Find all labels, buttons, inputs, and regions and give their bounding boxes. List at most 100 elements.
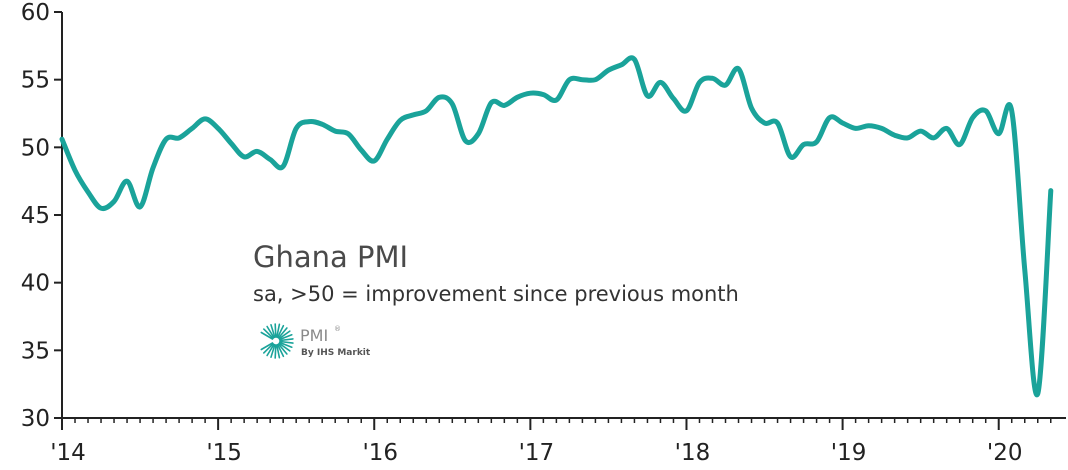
pmi-sunburst-icon [260,323,294,359]
data-point [580,77,585,82]
data-point [437,95,442,100]
data-point [372,158,377,163]
data-point [489,100,494,105]
data-point [970,115,975,120]
data-point [658,80,663,85]
data-point [996,131,1001,136]
data-point [333,129,338,134]
data-point [619,62,624,67]
data-point [216,126,221,131]
data-point [853,126,858,131]
data-point [541,92,546,97]
data-point [281,164,286,169]
data-point [268,157,273,162]
data-point [99,206,104,211]
plot-area [59,55,1054,398]
x-tick-label: '14 [50,440,86,466]
data-point [957,142,962,147]
data-point [307,119,312,124]
data-point [450,102,455,107]
data-point [931,135,936,140]
data-point [762,121,767,126]
data-point [177,135,182,140]
data-point [814,139,819,144]
data-point [632,57,637,62]
data-point [60,137,65,142]
logo-registered: ® [334,325,341,333]
data-point [138,204,143,209]
data-point [905,135,910,140]
chart-title: Ghana PMI [253,240,408,274]
data-point [827,115,832,120]
x-tick-label: '16 [362,440,398,466]
data-point [879,126,884,131]
x-tick-label: '18 [675,440,711,466]
data-point [320,122,325,127]
data-point [736,66,741,71]
y-tick-label: 30 [21,406,50,432]
data-point [983,108,988,113]
series-line [59,55,1054,398]
x-tick-label: '20 [987,440,1023,466]
data-point [86,190,91,195]
data-point [528,91,533,96]
data-point [606,68,611,73]
data-point [398,118,403,123]
y-tick-label: 35 [21,338,50,364]
data-point [918,129,923,134]
data-point [671,96,676,101]
x-tick-label: '15 [206,440,242,466]
data-point [801,142,806,147]
data-point [203,116,208,121]
data-point [463,138,468,143]
data-point [710,76,715,81]
data-point [684,108,689,113]
data-point [502,103,507,108]
x-axis: '14 '15 '16 '17 '18 '19 '20 [50,417,1066,466]
chart-subtitle: sa, >50 = improvement since previous mon… [253,282,739,306]
data-point [359,148,364,153]
data-point [242,154,247,159]
data-point [73,168,78,173]
data-point [164,137,169,142]
y-tick-label: 50 [21,135,50,161]
data-point [554,98,559,103]
data-point [125,179,130,184]
data-point [190,126,195,131]
y-tick-label: 55 [21,68,50,94]
logo-byline: By IHS Markit [301,348,371,358]
data-point [229,141,234,146]
data-point [385,137,390,142]
y-tick-label: 45 [21,203,50,229]
data-point [593,77,598,82]
data-point [775,121,780,126]
data-point [1009,108,1014,113]
data-point [411,112,416,117]
data-point [749,106,754,111]
data-point [1048,188,1053,193]
x-tick-label: '17 [519,440,555,466]
data-point [697,80,702,85]
y-tick-label: 60 [21,0,50,26]
data-point [151,165,156,170]
logo-text: PMI [300,326,328,345]
data-point [294,126,299,131]
data-point [788,154,793,159]
data-point [476,131,481,136]
data-point [567,77,572,82]
data-point [723,83,728,88]
pmi-logo: PMI ® By IHS Markit [260,323,371,359]
x-tick-label: '19 [831,440,867,466]
data-point [112,199,117,204]
data-point [892,133,897,138]
data-point [424,108,429,113]
data-point [1022,267,1027,272]
y-axis: 30 35 40 45 50 55 60 [21,0,63,432]
y-tick-label: 40 [21,271,50,297]
data-point [866,123,871,128]
data-point [944,126,949,131]
data-point [515,95,520,100]
data-point [255,149,260,154]
data-point [1035,391,1040,396]
